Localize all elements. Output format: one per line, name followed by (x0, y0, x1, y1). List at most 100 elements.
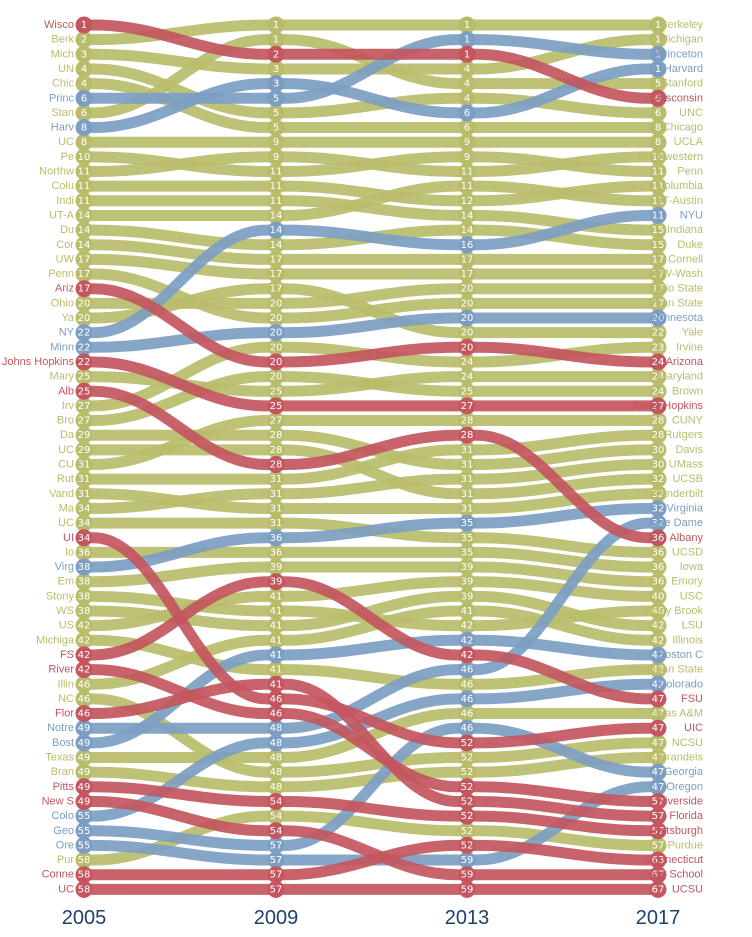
rank-node (458, 807, 476, 825)
rank-node (649, 514, 667, 532)
ribbon-minnesota (78, 312, 664, 353)
left-label: Bran (51, 766, 74, 778)
rank-value: 54 (270, 796, 283, 807)
right-label: Penn State (649, 297, 703, 309)
right-label: Berkeley (660, 19, 703, 31)
right-label: Davis (675, 444, 703, 456)
rank-value: 11 (270, 181, 283, 192)
rank-value: 1 (81, 20, 87, 31)
rank-value: 48 (270, 782, 283, 793)
ribbon-illinois (78, 605, 664, 690)
rank-node (75, 880, 93, 898)
rank-value: 31 (270, 489, 283, 500)
rank-node (649, 280, 667, 298)
rank-node (458, 763, 476, 781)
rank-value: 67 (652, 884, 665, 895)
rank-value: 41 (270, 606, 283, 617)
rank-value: 57 (652, 811, 665, 822)
rank-node (75, 236, 93, 254)
rank-node (75, 294, 93, 312)
rank-value: 52 (461, 840, 474, 851)
rank-node (75, 807, 93, 825)
right-label: NCSU (672, 737, 703, 749)
rank-node (267, 499, 285, 517)
rank-value: 14 (461, 225, 474, 236)
left-label: Colo (51, 810, 74, 822)
left-label: Penn (48, 268, 74, 280)
right-label: Rutgers (664, 429, 703, 441)
rank-node (267, 163, 285, 180)
rank-node (75, 353, 93, 371)
left-label: Geo (53, 825, 74, 837)
rank-value: 57 (652, 826, 665, 837)
rank-node (267, 822, 285, 840)
rank-node (649, 529, 667, 547)
rank-value: 42 (78, 621, 91, 632)
ribbon-unc (78, 63, 664, 119)
rank-value: 28 (652, 430, 665, 441)
rank-value: 22 (78, 342, 91, 353)
rank-value: 57 (270, 870, 283, 881)
rank-value: 22 (78, 328, 91, 339)
rank-node (649, 822, 667, 840)
rank-value: 39 (270, 577, 283, 588)
right-label: Northwestern (638, 151, 703, 163)
rank-value: 11 (461, 167, 474, 178)
rank-node (649, 749, 667, 766)
rank-node (267, 807, 285, 825)
rank-node (75, 104, 93, 122)
rank-value: 41 (270, 621, 283, 632)
ribbon-emory (78, 561, 664, 588)
rank-value: 41 (270, 679, 283, 690)
right-label: UW-Wash (654, 268, 704, 280)
rank-value: 36 (652, 547, 665, 558)
rank-node (267, 675, 285, 693)
left-label: Indi (56, 195, 74, 207)
ribbon-cuny (78, 415, 664, 470)
rank-value: 46 (78, 709, 91, 720)
left-label: Conne (42, 869, 74, 881)
right-label: Florida (669, 810, 704, 822)
right-label: Purdue (668, 839, 703, 851)
rank-value: 48 (270, 738, 283, 749)
year-axis: 2005 2009 2013 2017 (62, 907, 681, 929)
left-label: CU (58, 459, 74, 471)
rank-node (649, 192, 667, 210)
rank-value: 8 (655, 137, 661, 148)
rank-node (267, 75, 285, 93)
rank-value: 6 (655, 93, 661, 104)
rank-value: 20 (461, 313, 474, 324)
left-label: Flor (55, 708, 74, 720)
right-label: UIC (684, 722, 703, 734)
rank-value: 14 (78, 225, 91, 236)
rank-node (458, 382, 476, 400)
rank-node (75, 148, 93, 166)
rank-node (458, 573, 476, 591)
left-label: UI (63, 532, 74, 544)
left-label: Bost (52, 737, 74, 749)
rank-value: 36 (652, 562, 665, 573)
rank-value: 11 (652, 181, 665, 192)
rank-value: 42 (652, 665, 665, 676)
left-label: Ma (59, 502, 75, 514)
rank-node (267, 89, 285, 107)
rank-value: 11 (652, 167, 665, 178)
rank-node (75, 221, 93, 239)
rank-node (649, 75, 667, 93)
rank-value: 20 (461, 298, 474, 309)
right-label: Illinois (672, 634, 703, 646)
rank-node (267, 719, 285, 737)
rank-value: 48 (270, 767, 283, 778)
rank-node (267, 836, 285, 854)
left-label: US (59, 620, 74, 632)
rank-node (458, 499, 476, 517)
rank-node (458, 836, 476, 854)
right-label: Columbia (657, 180, 704, 192)
rank-value: 41 (461, 606, 474, 617)
rank-value: 42 (652, 679, 665, 690)
rank-value: 9 (273, 152, 279, 163)
right-label: UNC (679, 107, 703, 119)
ribbon-nyu (78, 209, 664, 339)
rank-value: 28 (461, 430, 474, 441)
